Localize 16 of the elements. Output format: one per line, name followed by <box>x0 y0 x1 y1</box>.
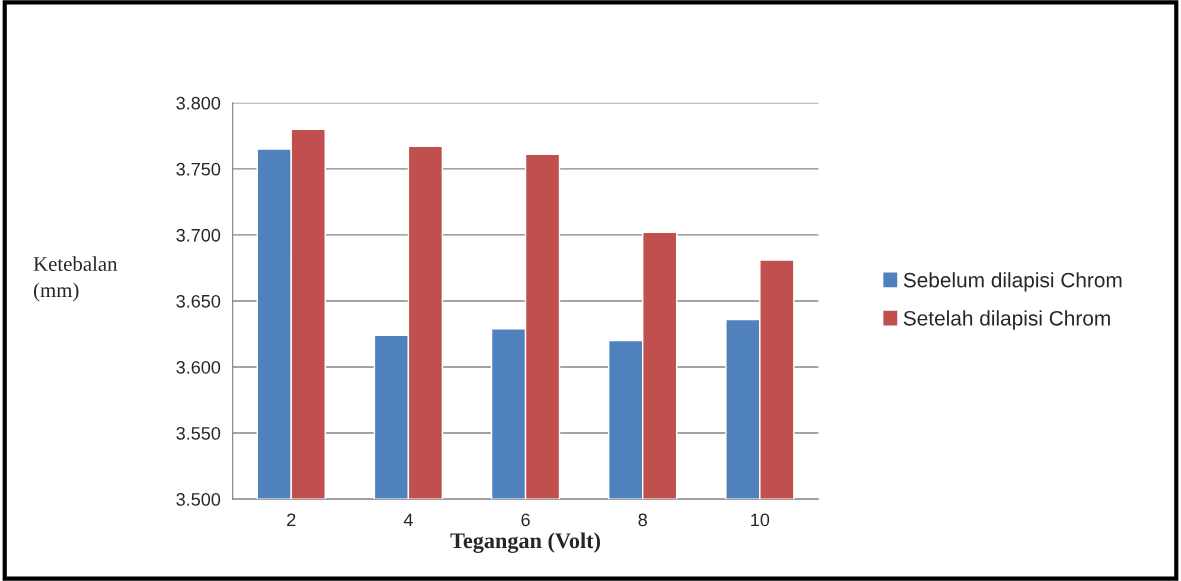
y-axis-title: Ketebalan (mm) <box>33 256 118 302</box>
y-tick-label: 3.550 <box>176 426 221 440</box>
x-tick-label: 2 <box>287 513 296 527</box>
x-tick-label: 10 <box>751 513 770 527</box>
x-tick-label: 6 <box>521 513 530 527</box>
y-tick-label: 3.750 <box>176 162 221 176</box>
x-tick-label: 4 <box>403 513 413 527</box>
legend-label: Sebelum dilapisi Chrom <box>903 272 1122 292</box>
legend-label: Setelah dilapisi Chrom <box>903 310 1110 330</box>
y-tick-label: 3.500 <box>176 493 221 506</box>
y-tick-label: 3.700 <box>176 228 221 242</box>
x-tick-label: 8 <box>638 513 647 527</box>
y-tick-label: 3.800 <box>176 96 221 110</box>
x-axis-title: Tegangan (Volt) <box>450 532 601 553</box>
y-tick-label: 3.650 <box>176 294 221 308</box>
y-tick-label: 3.600 <box>176 360 221 374</box>
